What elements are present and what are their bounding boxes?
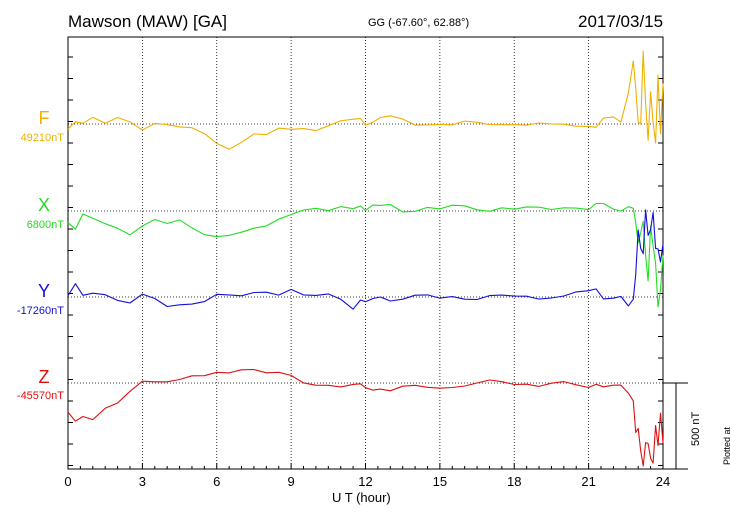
- x-tick-label: 18: [507, 474, 521, 489]
- x-tick-label: 6: [213, 474, 220, 489]
- series-name-z: Z: [38, 367, 50, 387]
- x-tick-label: 12: [358, 474, 372, 489]
- series-name-y: Y: [37, 281, 50, 301]
- x-tick-label: 0: [64, 474, 71, 489]
- series-baseline-y: -17260nT: [16, 305, 64, 317]
- series-baseline-x: 6800nT: [26, 219, 64, 231]
- series-line-x: [67, 202, 664, 308]
- plotted-timestamp: Plotted at 2017/04/15 01:34 UT: [722, 426, 730, 465]
- station-title: Mawson (MAW) [GA]: [68, 12, 227, 31]
- scale-bar: [663, 382, 688, 470]
- x-tick-label: 15: [433, 474, 447, 489]
- x-tick-label: 24: [656, 474, 670, 489]
- x-tick-label: 21: [581, 474, 595, 489]
- series-line-y: [67, 209, 664, 310]
- series-baseline-z: -45570nT: [16, 390, 64, 402]
- series-name-f: F: [38, 108, 50, 128]
- left-ticks: [68, 56, 663, 466]
- series-line-z: [67, 368, 664, 467]
- grid: [68, 37, 663, 469]
- x-axis-label: U T (hour): [332, 490, 391, 505]
- x-axis-ticks: 0 3 6 9 12 15 18 21 24: [64, 463, 670, 489]
- x-tick-label: 9: [288, 474, 295, 489]
- series-baseline-f: 49210nT: [20, 132, 64, 144]
- series-lines: [67, 50, 664, 467]
- series-name-x: X: [37, 195, 50, 215]
- geographic-coordinates: GG (-67.60°, 62.88°): [368, 17, 470, 29]
- scale-bar-label: 500 nT: [690, 411, 702, 446]
- series-line-f: [67, 50, 664, 150]
- x-tick-label: 3: [139, 474, 146, 489]
- plot-date: 2017/03/15: [578, 12, 664, 31]
